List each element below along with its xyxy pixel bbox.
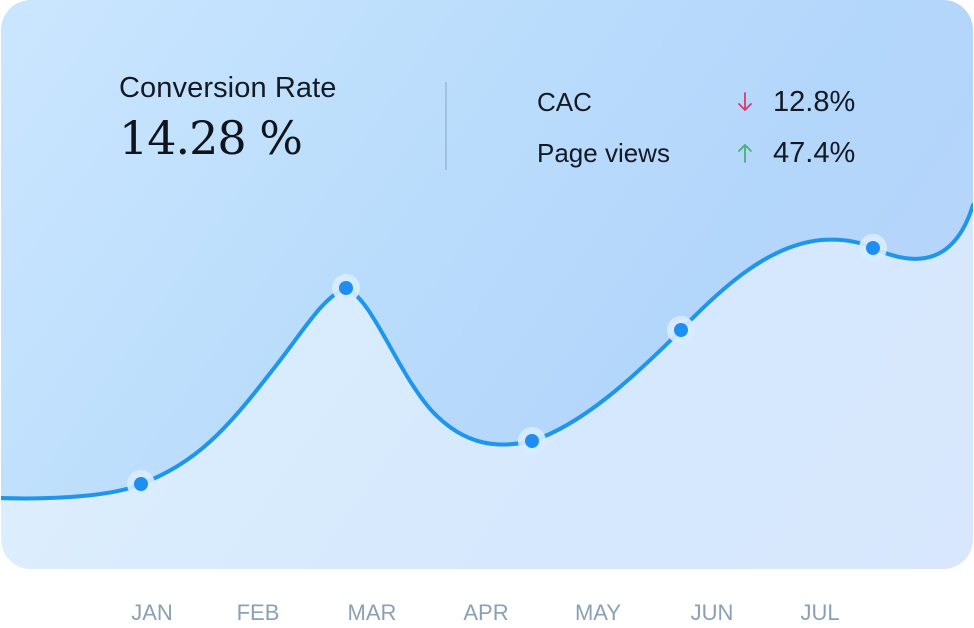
chart-card: Conversion Rate 14.28 % CAC 12.8% Page v… [1, 0, 973, 569]
metric-row-page-views: Page views 47.4% [537, 133, 867, 173]
series-line [1, 203, 973, 501]
stat-divider [445, 82, 447, 170]
arrow-up-icon [738, 144, 752, 163]
metric-label: CAC [537, 87, 592, 117]
metric-label: Page views [537, 138, 670, 168]
metric-row-cac: CAC 12.8% [537, 82, 867, 122]
x-tick-label: JAN [131, 600, 173, 625]
stat-value: 14.28 % [119, 111, 303, 165]
data-points [127, 234, 887, 498]
metric-value: 47.4% [773, 137, 856, 169]
x-tick-label: APR [463, 600, 509, 625]
data-point[interactable] [859, 234, 887, 262]
data-point[interactable] [332, 274, 360, 302]
chart-area-fill [1, 205, 973, 569]
x-tick-label: JUN [690, 600, 734, 625]
data-point[interactable] [127, 470, 155, 498]
x-tick-label: JUL [800, 600, 840, 625]
metric-value: 12.8% [773, 86, 856, 118]
stat-title: Conversion Rate [119, 72, 337, 104]
x-tick-label: FEB [236, 600, 280, 625]
primary-stat: Conversion Rate 14.28 % [119, 68, 337, 166]
x-tick-label: MAY [574, 600, 622, 625]
data-point[interactable] [667, 316, 695, 344]
line-chart [1, 203, 973, 569]
arrow-down-icon [738, 92, 752, 111]
data-point[interactable] [518, 427, 546, 455]
x-tick-label: MAR [347, 600, 397, 625]
